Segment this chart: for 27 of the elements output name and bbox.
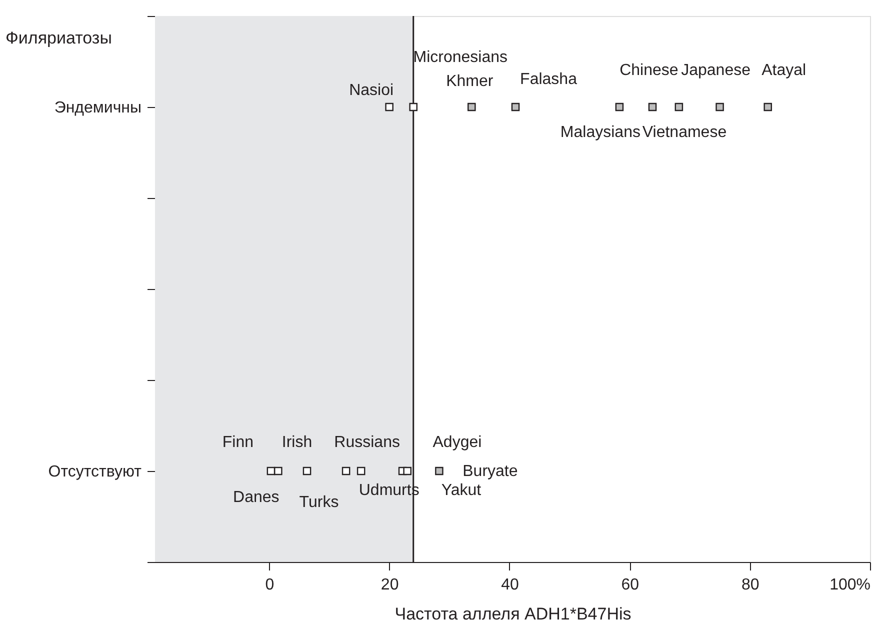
annotation: Falasha [520, 71, 578, 88]
annotation: Turks [299, 494, 339, 511]
y-tick-label: Отсутствуют [48, 464, 142, 480]
annotation: Adygei [432, 434, 482, 451]
annotation: Micronesians [413, 49, 508, 66]
x-axis-title: Частота аллеля ADH1*B47His [394, 604, 632, 624]
annotation: Nasioi [349, 82, 394, 99]
x-tick-label: 80 [741, 576, 760, 594]
annotation: Khmer [446, 73, 494, 90]
annotation: Vietnamese [642, 124, 727, 141]
annotation: Atayal [762, 62, 806, 79]
x-tick-label: 40 [501, 576, 519, 594]
x-tick-label: 20 [380, 576, 399, 594]
x-tick-label: 100% [830, 576, 870, 594]
annotation: Japanese [681, 62, 751, 79]
annotation: Chinese [620, 62, 678, 79]
annotation: Finn [222, 434, 254, 451]
annotation: Russians [334, 434, 400, 451]
annotation: Buryate [462, 463, 518, 480]
x-tick-label: 0 [265, 576, 274, 594]
annotation: Irish [282, 434, 312, 451]
annotation: Danes [233, 489, 280, 506]
annotation: Yakut [441, 482, 482, 499]
y-axis-title: Филяриатозы [6, 28, 112, 48]
annotation: Malaysians [560, 124, 640, 141]
y-tick-label: Эндемичны [54, 100, 142, 116]
x-tick-label: 60 [621, 576, 640, 594]
